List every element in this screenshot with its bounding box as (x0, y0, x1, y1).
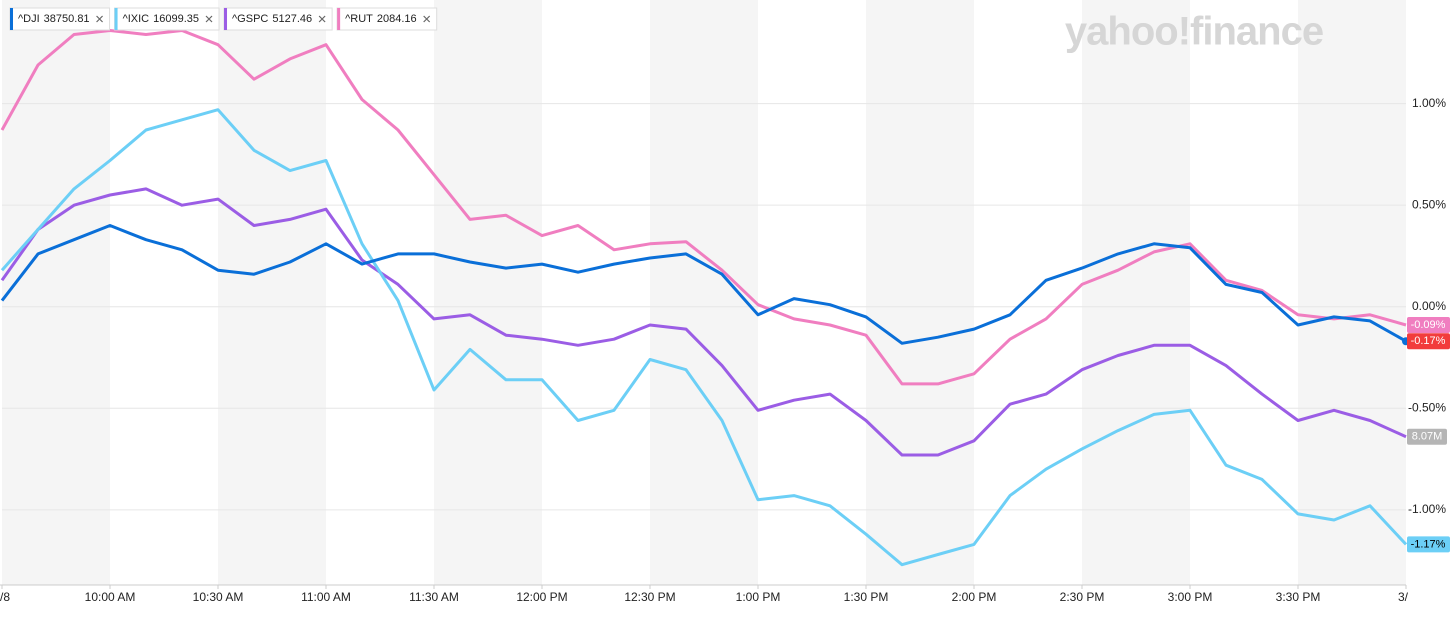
legend-name: ^DJI (18, 13, 40, 25)
x-tick-label: 3:30 PM (1276, 590, 1321, 604)
y-tick-label: 0.50% (1412, 197, 1446, 211)
volume-label-box (1407, 428, 1447, 445)
x-tick-label: 11:00 AM (301, 590, 351, 604)
y-tick-label: -0.50% (1408, 400, 1446, 414)
x-tick-label: 2:00 PM (952, 590, 997, 604)
legend-item[interactable]: ^IXIC 16099.35 (114, 7, 220, 31)
legend-close (318, 15, 326, 23)
legend-quote: 2084.16 (377, 13, 417, 25)
legend-item[interactable]: ^DJI 38750.81 (9, 7, 111, 31)
background-bands (2, 0, 1406, 585)
end-label: -1.17% (1411, 538, 1446, 550)
x-tick-label: 11:30 AM (409, 590, 459, 604)
series-line (0, 224, 1407, 345)
x-tick-label: 10:30 AM (193, 590, 244, 604)
y-tick-label: 0.00% (1412, 299, 1446, 313)
legend-swatch (114, 8, 118, 30)
legend-swatch (337, 8, 341, 30)
end-label-box (1407, 317, 1450, 333)
legend-quote: 5127.46 (272, 13, 312, 25)
x-tick-label: 2:30 PM (1060, 590, 1105, 604)
end-label-box (1407, 536, 1450, 553)
legend-name: ^GSPC (232, 13, 268, 25)
legend-quote: 16099.35 (153, 13, 199, 25)
series-line (0, 108, 1408, 567)
legend-close (423, 15, 431, 23)
band (2, 0, 110, 585)
band (218, 0, 326, 585)
legend-close (205, 15, 213, 23)
band (650, 0, 758, 585)
x-tick-label: 12:00 PM (516, 590, 567, 604)
x-tick-label: 12:30 PM (624, 590, 675, 604)
x-tick-label: 3:00 PM (1168, 590, 1213, 604)
legend-item[interactable]: ^RUT 2084.16 (336, 7, 438, 31)
legend-name: ^RUT (345, 13, 373, 25)
legend-swatch (224, 8, 228, 30)
y-tick-label: 1.00% (1412, 96, 1446, 110)
legend-item[interactable]: ^GSPC 5127.46 (223, 7, 333, 31)
x-tick-label: 1:30 PM (844, 590, 889, 604)
band (1298, 0, 1406, 585)
band (866, 0, 974, 585)
end-label: -0.17% (1411, 335, 1446, 347)
volume-label: 8.07M (1412, 431, 1443, 443)
end-label: -0.09% (1411, 319, 1446, 331)
series-line (0, 187, 1407, 457)
series-line (0, 29, 1407, 386)
end-label-box (1407, 333, 1450, 350)
band (1082, 0, 1190, 585)
y-tick-label: -1.00% (1408, 502, 1446, 516)
legend-swatch (10, 8, 13, 30)
x-tick-label: 10:00 AM (85, 590, 136, 604)
x-tick-label: 1:00 PM (736, 590, 781, 604)
legend-close (96, 15, 103, 23)
band (434, 0, 542, 585)
x-tick-label: /8 (0, 590, 10, 604)
legend-name: ^IXIC (123, 13, 150, 25)
legend-quote: 38750.81 (44, 13, 90, 25)
watermark: yahoo!finance (1065, 10, 1323, 54)
x-tick-label: 3/ (1398, 590, 1409, 604)
